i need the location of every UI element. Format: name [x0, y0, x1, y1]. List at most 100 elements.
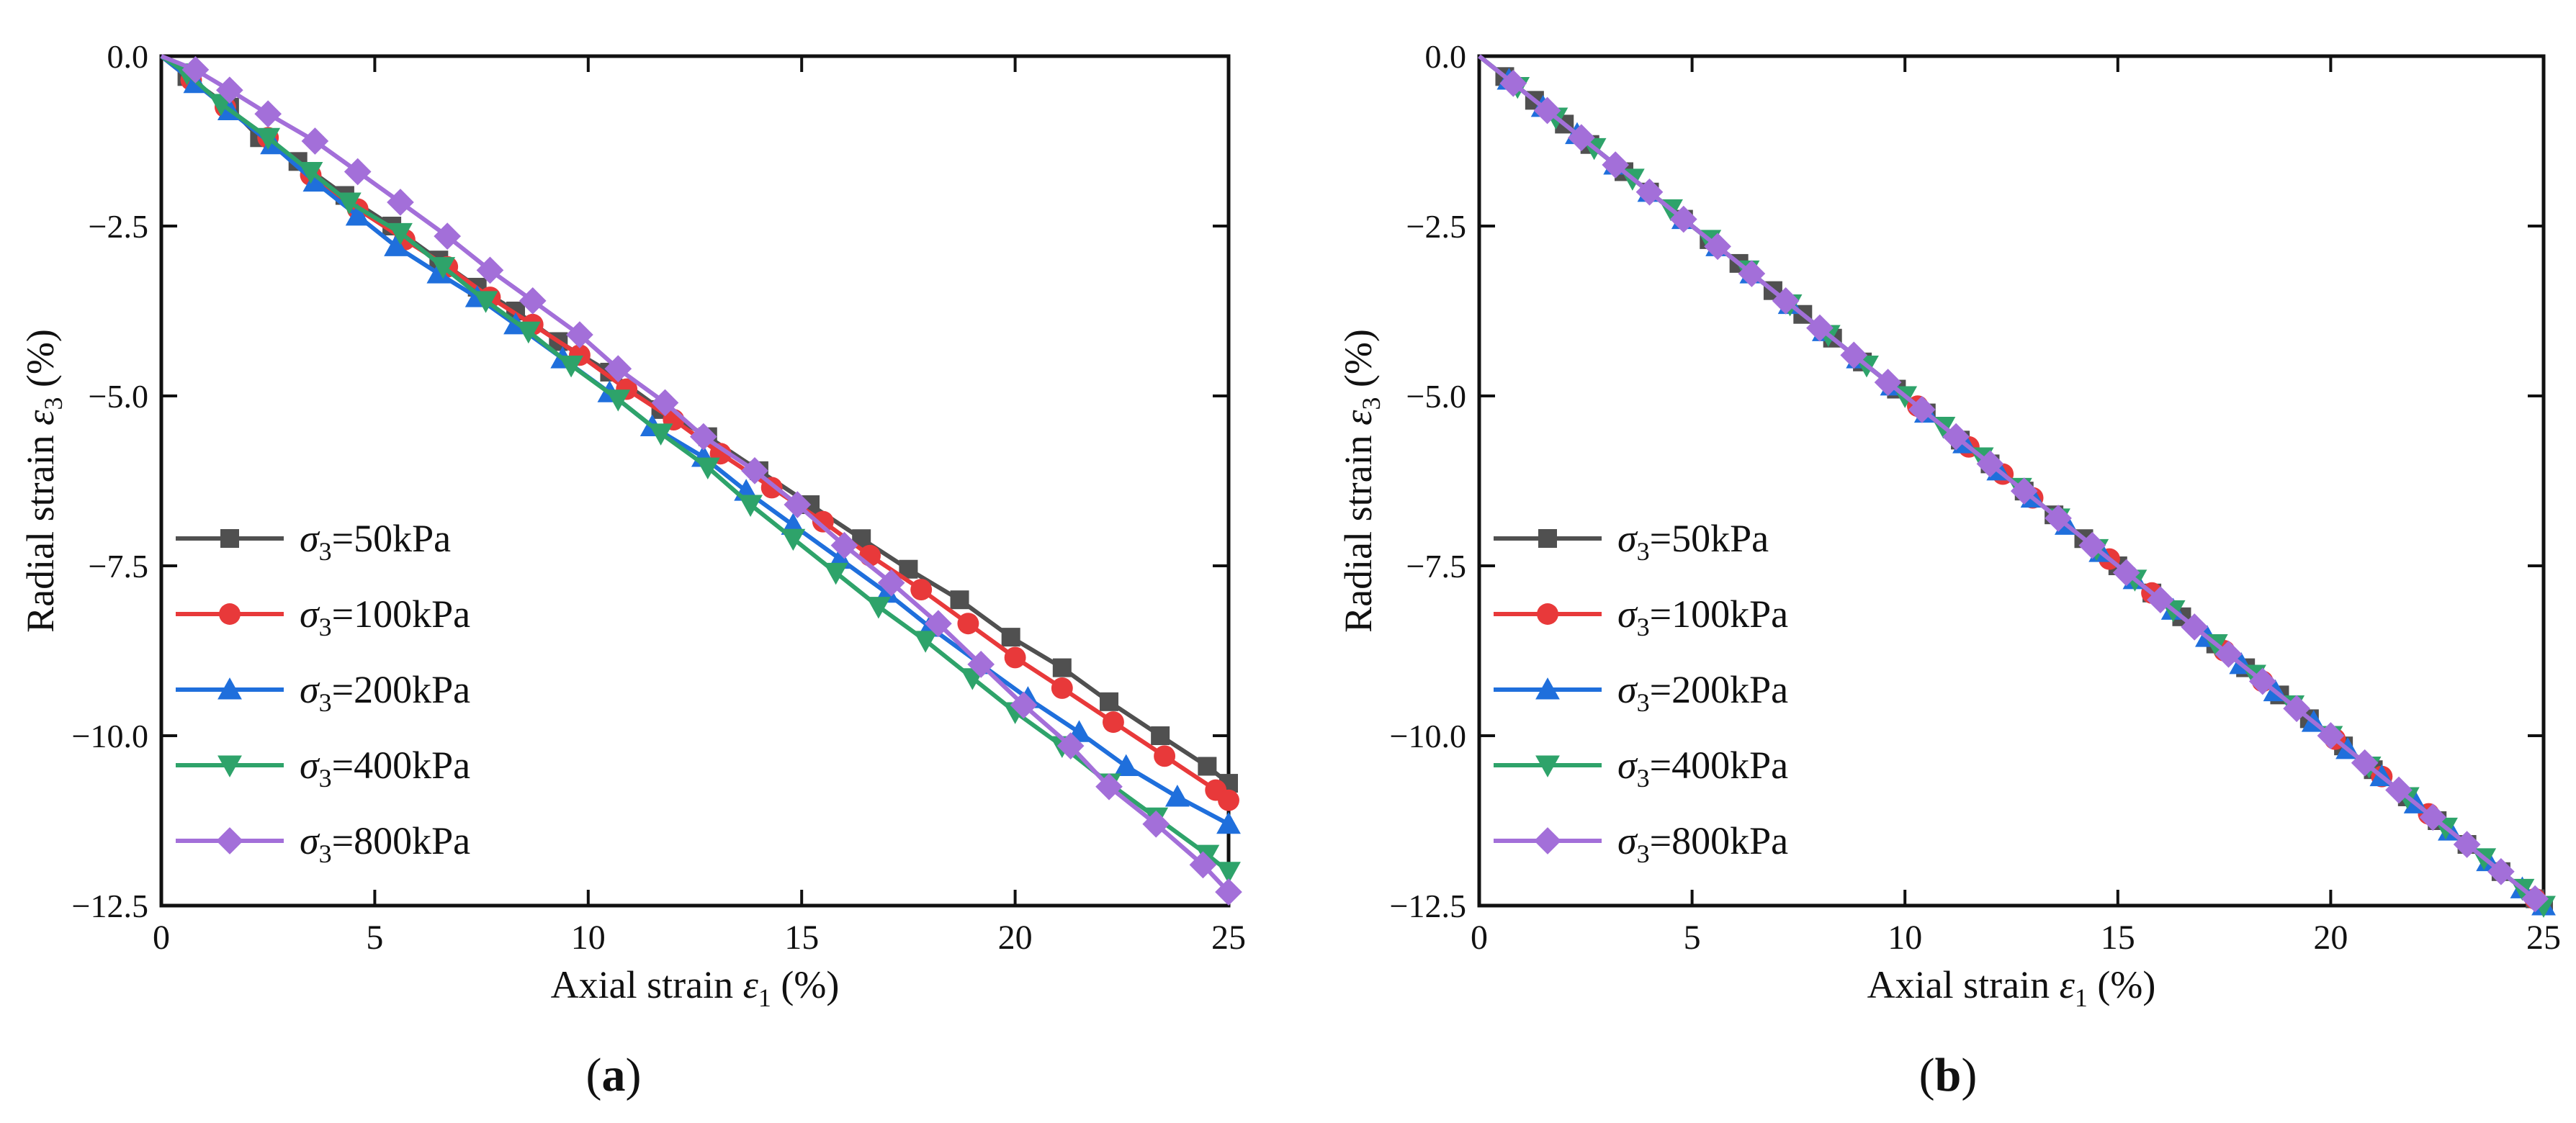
- y-tick-label-b: −7.5: [1406, 548, 1466, 585]
- legend-label-a-2: σ3=200kPa: [300, 668, 470, 717]
- legend-marker-b-0: [1538, 529, 1557, 548]
- data-point-a-1: [1154, 745, 1176, 767]
- x-tick-label-b: 25: [2526, 919, 2561, 957]
- x-tick-label-a: 25: [1211, 919, 1246, 957]
- legend-marker-a-4: [216, 827, 243, 854]
- legend-label-a-0: σ3=50kPa: [300, 517, 451, 566]
- data-point-a-0: [1100, 692, 1119, 711]
- y-axis-label-a: Radial strain ε3 (%): [19, 329, 68, 633]
- legend-label-b-2: σ3=200kPa: [1617, 668, 1788, 717]
- y-tick-label-a: −2.5: [89, 208, 148, 245]
- data-point-a-4: [877, 569, 905, 597]
- data-point-a-2: [384, 234, 408, 256]
- data-point-a-3: [256, 127, 281, 150]
- data-point-b-4: [2487, 857, 2515, 885]
- data-point-a-4: [925, 610, 952, 638]
- legend-marker-b-2: [1535, 677, 1560, 700]
- legend-marker-a-0: [220, 529, 239, 548]
- y-tick-label-a: −10.0: [72, 718, 148, 754]
- data-point-b-4: [1499, 69, 1527, 97]
- data-point-a-4: [254, 100, 282, 128]
- data-point-a-4: [1056, 732, 1085, 760]
- data-point-b-4: [1669, 205, 1697, 233]
- data-point-b-4: [1874, 369, 1902, 396]
- data-point-a-3: [738, 495, 763, 517]
- data-point-a-3: [473, 291, 498, 313]
- data-point-a-1: [1004, 646, 1026, 669]
- data-point-a-2: [1216, 811, 1241, 834]
- y-tick-label-b: −5.0: [1406, 378, 1466, 415]
- data-point-b-4: [2147, 586, 2174, 614]
- y-tick-label-a: 0.0: [107, 38, 149, 75]
- x-tick-label-b: 5: [1684, 919, 1701, 957]
- legend-marker-a-3: [217, 755, 242, 777]
- legend-label-b-4: σ3=800kPa: [1617, 819, 1788, 868]
- data-point-a-4: [1095, 772, 1123, 800]
- data-point-b-4: [1635, 178, 1664, 206]
- legend-label-a-3: σ3=400kPa: [300, 744, 470, 793]
- legend-label-b-1: σ3=100kPa: [1617, 592, 1788, 641]
- data-point-a-2: [1164, 785, 1190, 807]
- data-point-a-4: [690, 423, 717, 451]
- x-axis-label-a: Axial strain ε1 (%): [551, 963, 840, 1012]
- data-point-b-4: [2419, 803, 2447, 831]
- data-point-a-4: [387, 189, 414, 216]
- data-point-b-4: [1772, 287, 1800, 315]
- data-point-a-3: [1216, 862, 1241, 884]
- data-point-b-4: [1738, 260, 1766, 287]
- panel-b: 0 5 10 15 20 25 0.0 −2.5 −5.0 −7.5 −10.0 −12.5 Axial…: [1337, 38, 2561, 1012]
- data-point-b-4: [2453, 831, 2481, 858]
- data-point-a-4: [604, 355, 632, 383]
- data-point-a-2: [426, 261, 452, 284]
- panel-label-a: (a): [586, 1049, 642, 1101]
- data-point-a-4: [741, 456, 768, 484]
- data-point-a-4: [830, 531, 858, 559]
- data-point-b-4: [1908, 396, 1936, 423]
- data-point-a-4: [476, 256, 504, 284]
- data-point-b-4: [2248, 667, 2276, 695]
- data-point-b-4: [2045, 505, 2072, 532]
- data-point-b-4: [1602, 151, 1630, 179]
- y-tick-label-a: −7.5: [89, 548, 148, 585]
- data-point-a-4: [181, 56, 210, 84]
- data-point-a-4: [434, 222, 462, 251]
- data-point-a-3: [336, 192, 362, 215]
- panel-a: 0 5 10 15 20 25 0.0 −2.5 −5.0 −7.5 −10.0 −12.5 Axial…: [19, 38, 1246, 1012]
- x-tick-label-a: 0: [153, 919, 170, 957]
- legend-label-b-3: σ3=400kPa: [1617, 744, 1788, 793]
- x-tick-label-a: 10: [571, 919, 606, 957]
- x-axis-label-b: Axial strain ε1 (%): [1867, 963, 2156, 1012]
- panel-label-b-text: b: [1935, 1049, 1962, 1101]
- data-point-a-3: [866, 597, 891, 619]
- data-point-a-2: [1113, 754, 1139, 776]
- data-point-a-1: [957, 613, 979, 635]
- data-point-a-3: [606, 389, 631, 412]
- data-point-a-0: [1001, 628, 1020, 647]
- data-point-a-1: [1218, 789, 1239, 811]
- data-point-a-4: [1010, 691, 1038, 719]
- data-point-b-4: [2317, 722, 2345, 749]
- data-point-a-1: [1051, 677, 1073, 699]
- data-point-a-4: [784, 491, 812, 518]
- plot-frame-b: [1477, 54, 2546, 908]
- data-point-a-3: [559, 356, 583, 378]
- x-tick-label-b: 15: [2101, 919, 2135, 957]
- y-tick-label-b: −2.5: [1406, 208, 1466, 245]
- data-point-b-4: [2385, 776, 2413, 804]
- legend-label-a-4: σ3=800kPa: [300, 819, 470, 868]
- data-point-a-4: [344, 158, 372, 186]
- data-point-a-4: [1215, 878, 1242, 906]
- data-point-b-4: [1704, 233, 1731, 261]
- plot-frame-a: [159, 54, 1231, 908]
- data-point-a-4: [301, 127, 329, 155]
- data-point-a-0: [1052, 658, 1072, 677]
- y-tick-label-b: −10.0: [1390, 718, 1466, 754]
- y-axis-label-b: Radial strain ε3 (%): [1337, 329, 1386, 633]
- data-point-a-0: [1151, 726, 1170, 745]
- panel-label-a-text: a: [602, 1049, 626, 1101]
- data-point-a-3: [913, 631, 938, 653]
- data-point-b-4: [2214, 640, 2243, 668]
- data-point-b-4: [2010, 477, 2038, 505]
- data-point-a-4: [651, 389, 679, 417]
